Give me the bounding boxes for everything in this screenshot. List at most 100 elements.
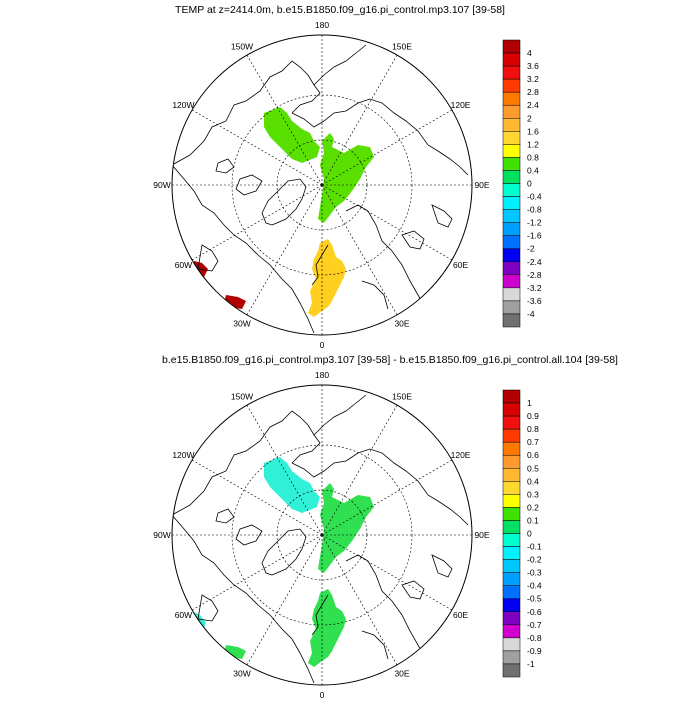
- longitude-label: 0: [320, 340, 325, 350]
- map-content: [172, 35, 472, 335]
- coastline: [261, 178, 307, 226]
- meridian-line: [246, 54, 323, 186]
- colorbar-label: -2.8: [527, 270, 542, 280]
- colorbar-swatch: [502, 441, 521, 456]
- colorbar-swatch: [502, 559, 521, 573]
- colorbar-swatch: [502, 287, 521, 302]
- colorbar-swatch: [502, 572, 521, 586]
- coastline: [172, 410, 321, 516]
- colorbar-swatch: [502, 274, 521, 289]
- positive-anomaly-region-central: [318, 483, 374, 573]
- colorbar-swatch: [502, 170, 521, 184]
- colorbar-label: 1: [527, 398, 532, 408]
- colorbar-label: 0.7: [527, 437, 539, 447]
- colorbar-label: 0.5: [527, 463, 539, 473]
- colorbar-swatch: [502, 183, 521, 197]
- polar-map: 0 180 30E 60E 90E 120E 150E 150W 120W 90W 60W 30W 4 3…: [153, 20, 542, 350]
- colorbar-swatch: [502, 39, 521, 54]
- colorbar-label: 0.4: [527, 165, 539, 175]
- colorbar-swatch: [502, 313, 521, 328]
- colorbar-label: -0.8: [527, 633, 542, 643]
- colorbar-label: -0.8: [527, 205, 542, 215]
- colorbar-swatch: [502, 65, 521, 80]
- latitude-circle: [276, 139, 368, 231]
- map-panel-top: TEMP at z=2414.0m, b.e15.B1850.f09_g16.p…: [0, 0, 700, 350]
- longitude-label: 60E: [453, 610, 468, 620]
- positive-anomaly-region-atlantic: [308, 589, 346, 667]
- colorbar-swatch: [502, 546, 521, 560]
- colorbar-label: 0: [527, 179, 532, 189]
- positive-anomaly-region-central: [318, 133, 374, 223]
- colorbar-label: -2: [527, 244, 535, 254]
- meridian-line: [191, 459, 323, 536]
- colorbar-swatch: [502, 91, 521, 106]
- map-title: TEMP at z=2414.0m, b.e15.B1850.f09_g16.p…: [175, 4, 505, 16]
- colorbar-swatch: [502, 402, 521, 417]
- colorbar-label: -0.6: [527, 607, 542, 617]
- coastline: [235, 524, 263, 546]
- longitude-label: 90E: [474, 180, 489, 190]
- colorbar-label: 1.2: [527, 139, 539, 149]
- meridian-line: [246, 534, 323, 666]
- colorbar-swatch: [502, 598, 521, 613]
- colorbar-swatch: [502, 196, 521, 210]
- colorbar-label: -1.2: [527, 218, 542, 228]
- map-boundary: [171, 384, 473, 686]
- colorbar-swatch: [502, 481, 521, 495]
- colorbar-label: -4: [527, 309, 535, 319]
- latitude-circle: [231, 94, 413, 276]
- colorbar-label: 3.2: [527, 74, 539, 84]
- coastline: [291, 448, 469, 526]
- colorbar-swatch: [502, 650, 521, 665]
- colorbar-label: -0.1: [527, 542, 542, 552]
- meridian-line: [321, 184, 453, 261]
- colorbar-swatch: [502, 507, 521, 521]
- colorbar-swatch: [502, 637, 521, 652]
- coastline: [311, 244, 329, 286]
- coastline: [215, 508, 235, 524]
- colorbar-swatch: [502, 78, 521, 93]
- map-title: b.e15.B1850.f09_g16.pi_control.mp3.107 […: [162, 354, 618, 366]
- colorbar-label: -0.5: [527, 594, 542, 604]
- coastline: [172, 514, 315, 684]
- coastline: [215, 158, 235, 174]
- colorbar-swatch: [502, 144, 521, 158]
- coastline: [313, 394, 367, 436]
- colorbar-swatch: [502, 222, 521, 236]
- colorbar-swatch: [502, 157, 521, 171]
- colorbar-label: -3.2: [527, 283, 542, 293]
- colorbar-label: -1.6: [527, 231, 542, 241]
- colorbar-swatch: [502, 248, 521, 263]
- colorbar-swatch: [502, 389, 521, 404]
- colorbar-label: -0.2: [527, 555, 542, 565]
- meridian-line: [321, 54, 398, 186]
- polar-map: 0 180 30E 60E 90E 120E 150E 150W 120W 90W 60W 30W 1 0…: [153, 370, 542, 700]
- colorbar-swatch: [502, 261, 521, 276]
- meridian-line: [321, 534, 398, 666]
- colorbar-swatch: [502, 663, 521, 678]
- longitude-label: 30W: [233, 669, 250, 679]
- meridian-line: [191, 109, 323, 186]
- longitude-label: 60W: [175, 260, 192, 270]
- meridian-line: [321, 459, 453, 536]
- colorbar-label: -0.3: [527, 568, 542, 578]
- colorbar-label: -0.7: [527, 620, 542, 630]
- colorbar-label: 2.8: [527, 87, 539, 97]
- colorbar-label: -0.4: [527, 192, 542, 202]
- meridian-line: [321, 534, 453, 611]
- colorbar-swatch: [502, 415, 521, 430]
- colorbar-swatch: [502, 454, 521, 469]
- colorbar-label: 0.4: [527, 476, 539, 486]
- coastline: [361, 280, 389, 310]
- colorbar-label: -0.9: [527, 646, 542, 656]
- coastline: [235, 174, 263, 196]
- longitude-label: 150E: [392, 41, 412, 51]
- colorbar-label: 0.1: [527, 515, 539, 525]
- meridian-line: [246, 184, 323, 316]
- colorbar-swatch: [502, 533, 521, 547]
- longitude-label: 120E: [451, 450, 471, 460]
- colorbar-swatch: [502, 520, 521, 534]
- coastline: [431, 554, 453, 578]
- meridian-line: [321, 109, 453, 186]
- colorbar-swatch: [502, 468, 521, 482]
